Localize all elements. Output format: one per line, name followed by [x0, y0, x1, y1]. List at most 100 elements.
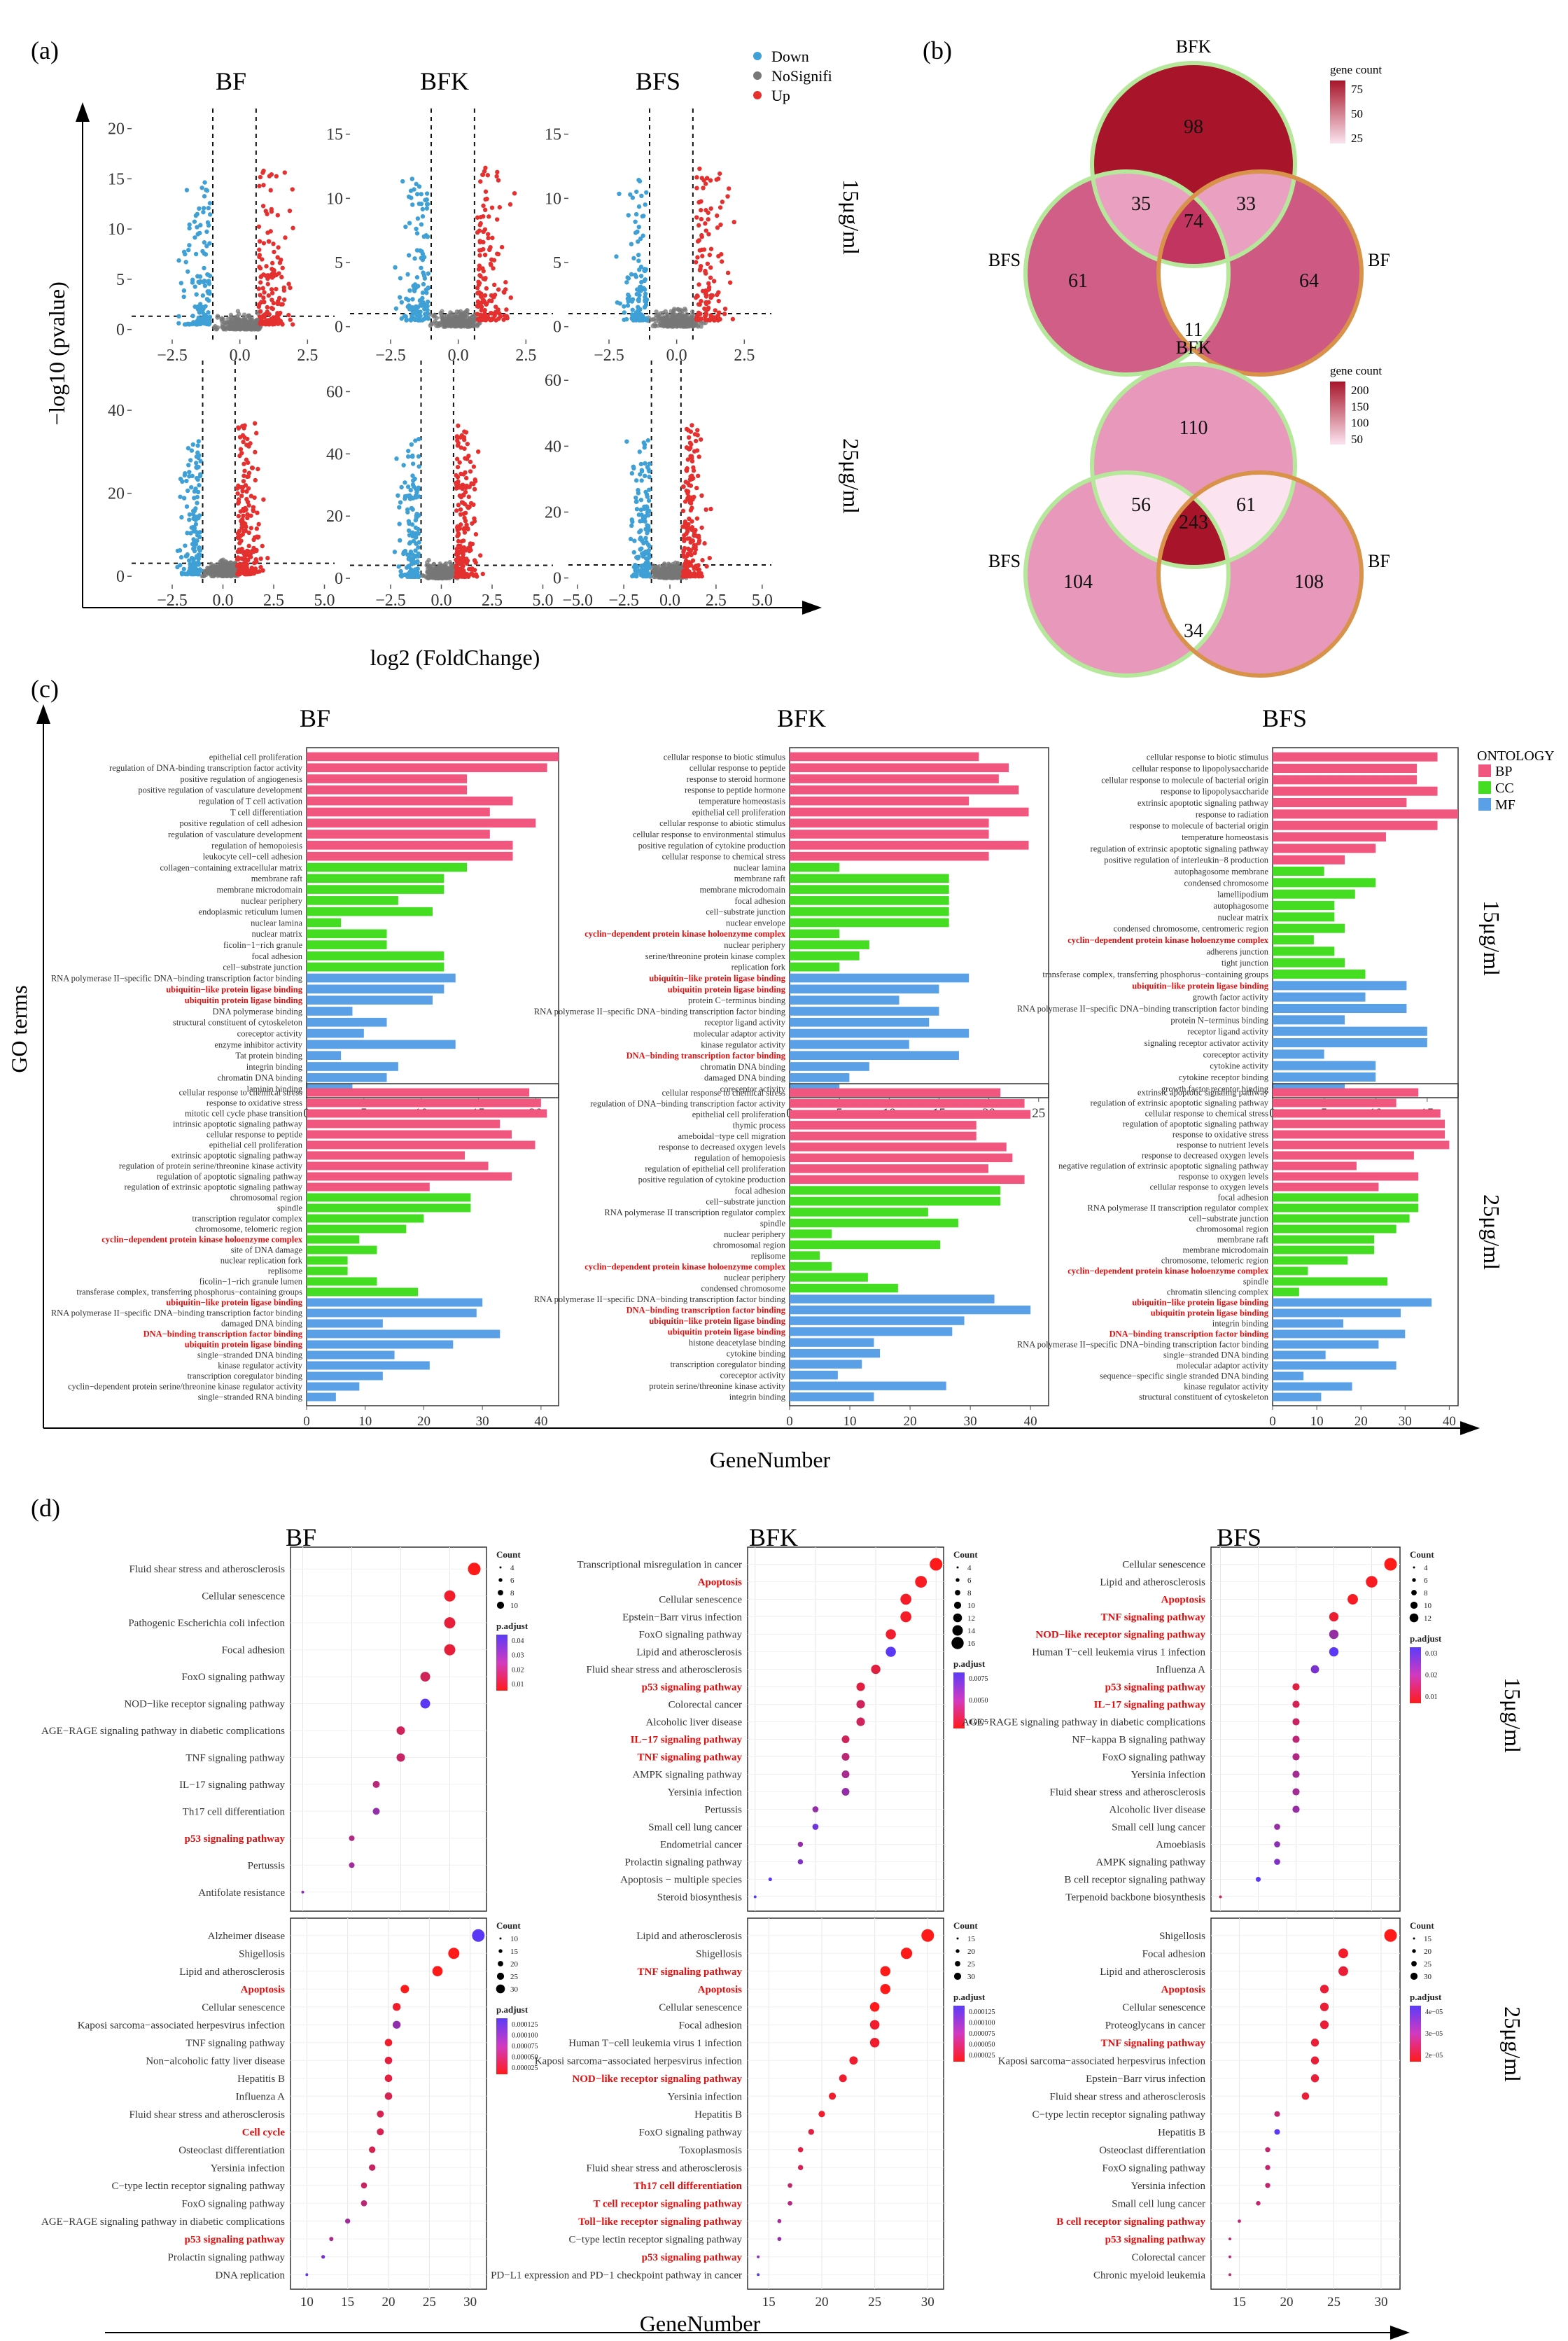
- go-bar: [790, 1381, 946, 1390]
- point-up: [464, 561, 469, 566]
- point-up: [456, 560, 461, 566]
- point-up: [722, 306, 728, 312]
- go-term-label: nuclear envelope: [726, 918, 785, 928]
- point-down: [413, 574, 418, 579]
- go-term-label: intrinsic apoptotic signaling pathway: [173, 1119, 303, 1129]
- kegg-term-label: TNF signaling pathway: [1101, 2038, 1206, 2049]
- go-x-tick-label: 40: [1443, 1414, 1456, 1429]
- go-term-label: site of DNA damage: [231, 1245, 303, 1255]
- point-nosignifi: [215, 325, 220, 330]
- count-legend-title: Count: [496, 1549, 521, 1560]
- go-term-label: RNA polymerase II−specific DNA−binding t…: [1017, 1004, 1269, 1014]
- kegg-dot: [1292, 1753, 1300, 1761]
- point-up: [701, 186, 706, 190]
- go-bar: [1273, 1161, 1357, 1170]
- x-tick-label: 2.5: [706, 592, 727, 610]
- point-up: [497, 204, 503, 210]
- point-down: [188, 458, 193, 463]
- kegg-term-label: Shigellosis: [696, 1948, 742, 1959]
- count-legend-label: 12: [1424, 1614, 1432, 1623]
- point-down: [646, 547, 652, 553]
- kegg-dot: [369, 2164, 376, 2171]
- point-up: [246, 486, 251, 491]
- go-bar: [790, 1338, 874, 1347]
- point-up: [245, 512, 250, 517]
- point-up: [458, 522, 463, 527]
- point-up: [703, 181, 708, 186]
- go-bar: [790, 1072, 850, 1082]
- point-up: [688, 429, 694, 434]
- point-up: [270, 306, 275, 312]
- count-legend-dot: [955, 1578, 960, 1582]
- point-down: [419, 201, 424, 207]
- point-up: [491, 266, 496, 271]
- venn-count: 104: [1063, 571, 1093, 593]
- point-up: [477, 318, 482, 323]
- point-down: [637, 449, 642, 454]
- point-down: [190, 473, 195, 479]
- go-term-label: focal adhesion: [734, 1186, 785, 1196]
- kegg-term-label: p53 signaling pathway: [642, 2252, 743, 2263]
- point-down: [197, 473, 203, 479]
- ontology-legend-label: BP: [1495, 764, 1512, 779]
- kegg-x-tick-label: 30: [921, 2295, 934, 2309]
- go-term-label: cellular response to molecule of bacteri…: [1101, 775, 1269, 785]
- kegg-dot: [1310, 2056, 1320, 2064]
- point-up: [456, 423, 461, 428]
- go-bar: [790, 1153, 1013, 1163]
- point-down: [410, 482, 416, 487]
- point-down: [633, 272, 638, 277]
- point-up: [258, 293, 262, 298]
- count-legend-dot: [1411, 1961, 1417, 1966]
- go-bar: [307, 885, 444, 894]
- kegg-dot: [797, 1841, 804, 1847]
- point-up: [713, 308, 718, 313]
- go-bar: [307, 995, 433, 1005]
- go-bar: [790, 1175, 1025, 1185]
- point-up: [725, 194, 730, 199]
- go-bar: [307, 929, 387, 939]
- padj-legend-label: 0.000025: [969, 2052, 995, 2060]
- kegg-x-tick-label: 25: [1327, 2295, 1340, 2309]
- point-up: [463, 456, 468, 461]
- go-bar: [790, 1142, 1007, 1152]
- point-down: [634, 478, 639, 483]
- ontology-legend-label: MF: [1495, 797, 1516, 813]
- point-down: [643, 295, 648, 300]
- point-up: [244, 457, 249, 462]
- point-down: [424, 202, 430, 207]
- kegg-term-label: TNF signaling pathway: [638, 1752, 743, 1763]
- kegg-x-tick-label: 15: [1233, 2295, 1246, 2309]
- count-legend-title: Count: [496, 1920, 521, 1931]
- go-term-label: cellular response to environmental stimu…: [633, 830, 785, 839]
- go-bar: [790, 1360, 862, 1369]
- go-term-label: DNA−binding transcription factor binding: [144, 1329, 303, 1339]
- kegg-dot: [1265, 2165, 1270, 2170]
- point-nosignifi: [202, 573, 206, 579]
- point-down: [403, 314, 408, 319]
- go-bar: [307, 1062, 398, 1071]
- point-up: [478, 274, 483, 279]
- point-up: [269, 272, 274, 277]
- point-down: [207, 201, 213, 206]
- kegg-term-label: Kaposi sarcoma−associated herpesvirus in…: [535, 2055, 743, 2067]
- kegg-dot: [432, 1966, 443, 1977]
- point-down: [643, 291, 648, 296]
- go-bar: [790, 841, 1029, 850]
- go-bar: [790, 1062, 869, 1071]
- point-up: [684, 560, 690, 565]
- go-bar: [1273, 1072, 1376, 1082]
- point-down: [178, 563, 183, 568]
- kegg-term-label: DNA replication: [215, 2270, 285, 2281]
- go-term-label: cytokine binding: [727, 1349, 786, 1359]
- go-bar: [307, 841, 513, 850]
- count-legend-label: 6: [967, 1577, 972, 1585]
- kegg-term-label: Influenza A: [1156, 1665, 1206, 1676]
- go-row-label: 15μg/ml: [1479, 900, 1504, 976]
- point-down: [416, 184, 422, 189]
- point-down: [179, 515, 184, 520]
- point-up: [274, 174, 279, 179]
- point-down: [636, 224, 641, 230]
- venn-legend-bar: [1330, 81, 1345, 144]
- point-down: [418, 309, 423, 314]
